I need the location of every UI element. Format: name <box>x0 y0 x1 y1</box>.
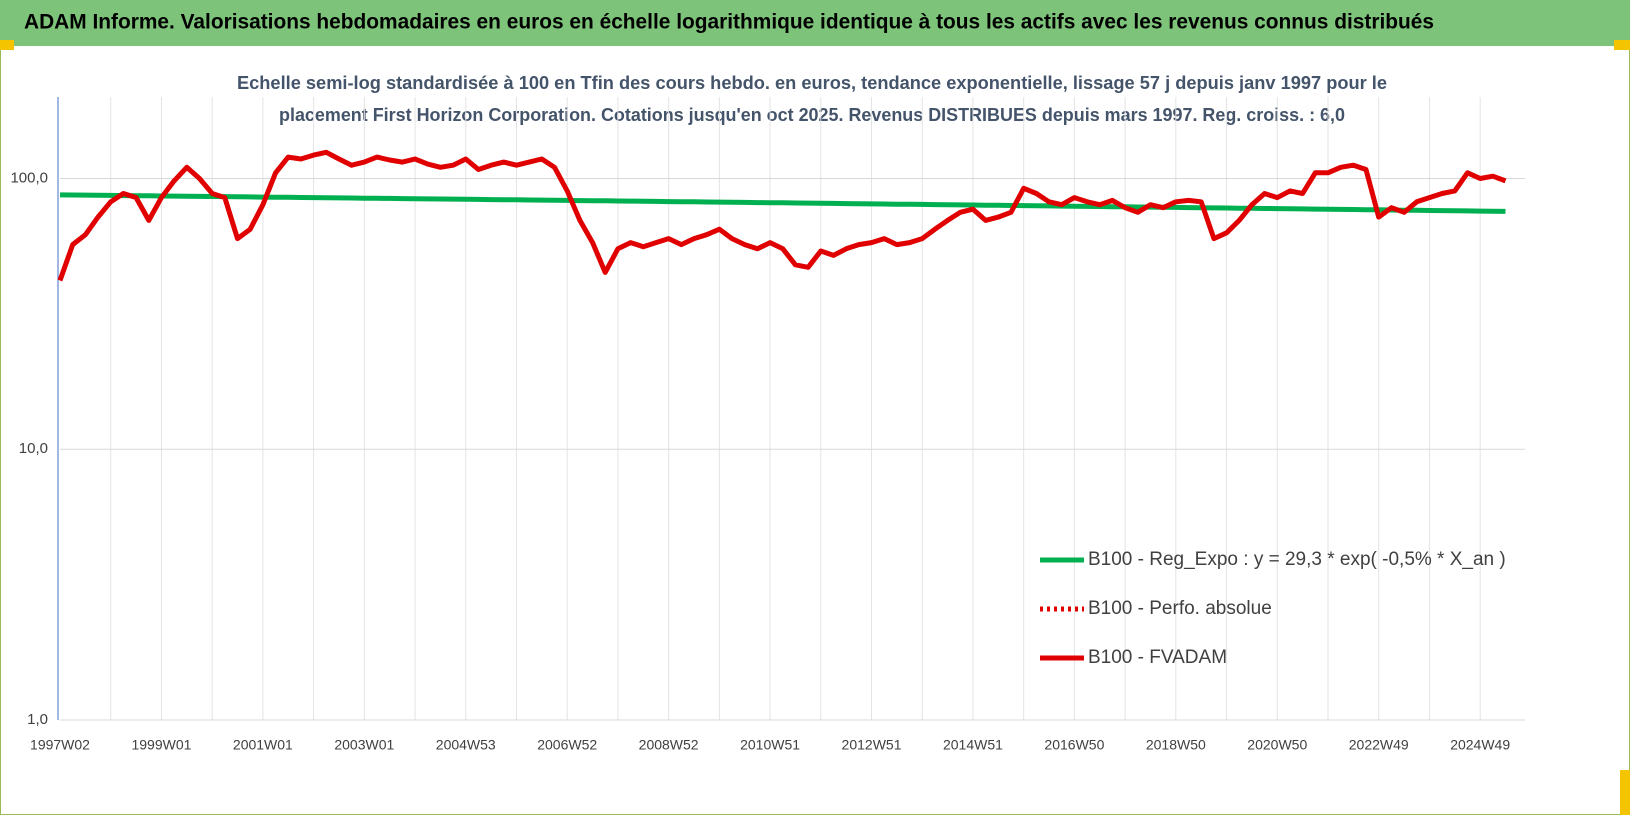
corner <box>1614 40 1630 50</box>
x-tick-label: 2010W51 <box>740 737 800 753</box>
x-tick-label: 1999W01 <box>131 737 191 753</box>
corner <box>0 40 14 50</box>
chart-title: ADAM Informe. Valorisations hebdomadaire… <box>24 11 1434 34</box>
legend-label: B100 - Perfo. absolue <box>1088 598 1272 619</box>
legend-label: B100 - FVADAM <box>1088 647 1227 668</box>
series-line <box>57 149 1507 282</box>
x-tick-label: 2018W50 <box>1146 737 1206 753</box>
subtitle: placement First Horizon Corporation. Cot… <box>279 105 1345 125</box>
legend-label: B100 - Reg_Expo : y = 29,3 * exp( -0,5% … <box>1088 549 1506 570</box>
y-tick-label: 1,0 <box>27 711 48 728</box>
x-tick-label: 2008W52 <box>639 737 699 753</box>
x-tick-label: 2001W01 <box>233 737 293 753</box>
series-line <box>59 192 1506 214</box>
x-tick-label: 2020W50 <box>1247 737 1307 753</box>
corner <box>1620 770 1630 815</box>
x-tick-label: 2022W49 <box>1349 737 1409 753</box>
x-tick-label: 2014W51 <box>943 737 1003 753</box>
x-tick-label: 1997W02 <box>30 737 90 753</box>
header-bar <box>0 0 1630 46</box>
x-tick-label: 2004W53 <box>436 737 496 753</box>
x-tick-label: 2006W52 <box>537 737 597 753</box>
x-tick-label: 2003W01 <box>334 737 394 753</box>
subtitle: Echelle semi-log standardisée à 100 en T… <box>237 73 1387 93</box>
x-tick-label: 2024W49 <box>1450 737 1510 753</box>
y-tick-label: 100,0 <box>10 169 48 186</box>
y-tick-label: 10,0 <box>19 440 48 457</box>
x-tick-label: 2012W51 <box>842 737 902 753</box>
x-tick-label: 2016W50 <box>1044 737 1104 753</box>
